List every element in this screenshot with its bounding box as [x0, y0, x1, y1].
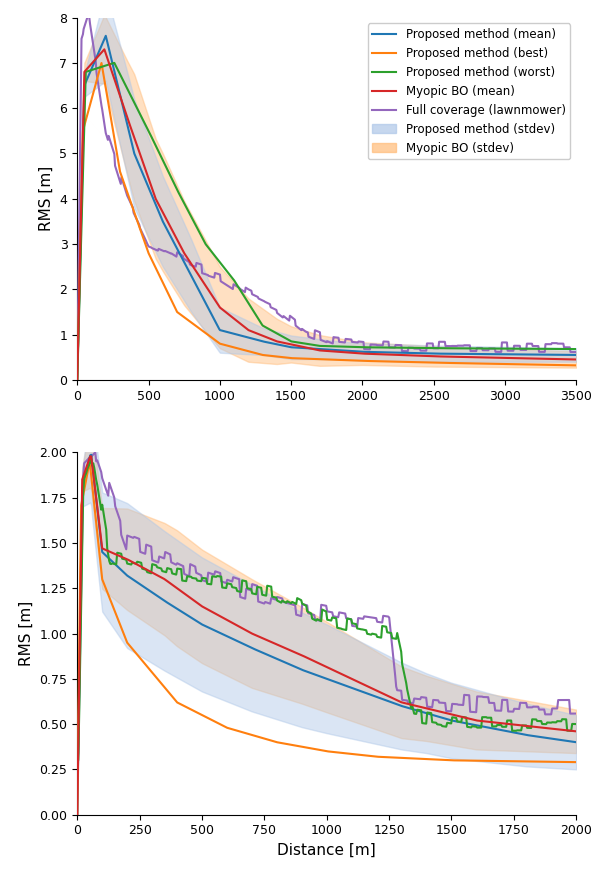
X-axis label: Distance [m]: Distance [m]	[277, 843, 376, 858]
Y-axis label: RMS [m]: RMS [m]	[39, 166, 54, 231]
Y-axis label: RMS [m]: RMS [m]	[19, 601, 34, 666]
Legend: Proposed method (mean), Proposed method (best), Proposed method (worst), Myopic : Proposed method (mean), Proposed method …	[368, 24, 570, 159]
